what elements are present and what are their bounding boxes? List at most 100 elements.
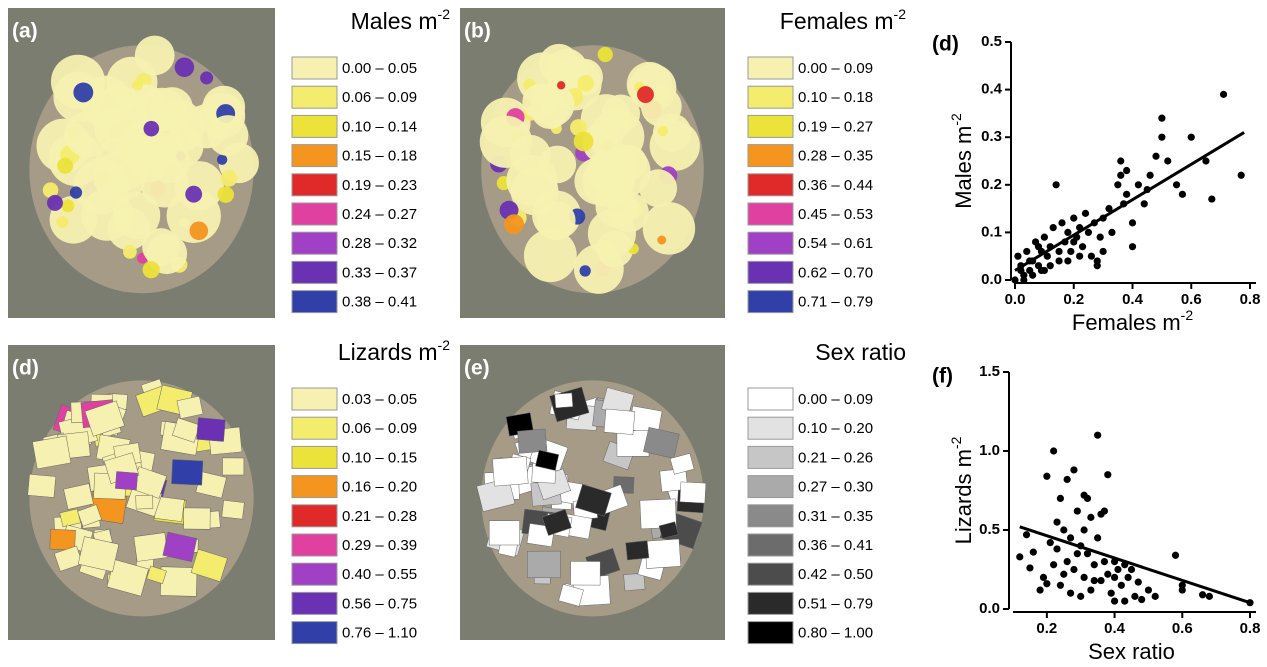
legend-swatch bbox=[748, 174, 793, 196]
data-point bbox=[1026, 564, 1033, 571]
data-point bbox=[1199, 591, 1206, 598]
legend-swatch bbox=[292, 476, 337, 498]
data-point bbox=[1129, 243, 1136, 250]
density-polygon bbox=[184, 508, 211, 529]
data-point bbox=[1123, 191, 1130, 198]
density-blob bbox=[602, 94, 640, 132]
legend-swatch bbox=[292, 203, 337, 225]
x-axis-title: Females m-2 bbox=[1072, 307, 1193, 335]
legend-swatch bbox=[748, 622, 793, 644]
legend-title: Sex ratio bbox=[815, 339, 906, 365]
data-point bbox=[1064, 558, 1071, 565]
legend-label: 0.56 – 0.75 bbox=[342, 595, 417, 612]
y-tick-label: 0.3 bbox=[981, 128, 1002, 145]
legend-title-sup: -2 bbox=[894, 6, 907, 22]
data-point bbox=[1141, 200, 1148, 207]
density-blob bbox=[597, 145, 650, 198]
data-point bbox=[1220, 91, 1227, 98]
legend-label: 0.21 – 0.26 bbox=[798, 449, 873, 466]
legend-swatch bbox=[292, 388, 337, 410]
data-point bbox=[1076, 253, 1083, 260]
density-polygon bbox=[134, 533, 168, 562]
data-point bbox=[1173, 181, 1180, 188]
density-polygon bbox=[222, 458, 243, 475]
density-blob bbox=[200, 71, 213, 84]
data-point bbox=[1094, 257, 1101, 264]
legend-swatch bbox=[748, 232, 793, 254]
legend-swatch bbox=[748, 446, 793, 468]
y-tick-label: 0.1 bbox=[981, 223, 1002, 240]
density-polygon bbox=[626, 541, 649, 560]
y-tick-label: 1.0 bbox=[979, 442, 1000, 459]
data-point bbox=[1117, 172, 1124, 179]
legend-label: 0.27 – 0.30 bbox=[798, 479, 873, 496]
density-blob bbox=[57, 158, 73, 174]
data-point bbox=[1108, 229, 1115, 236]
y-axis-title-sup: -2 bbox=[948, 113, 964, 126]
legend-label: 0.00 – 0.05 bbox=[342, 60, 417, 77]
legend-swatch bbox=[292, 261, 337, 283]
legend-title-sup: -2 bbox=[438, 6, 451, 22]
x-axis-title-main: Females m bbox=[1072, 310, 1181, 335]
panel-label: (d) bbox=[932, 33, 959, 56]
data-point bbox=[1085, 229, 1092, 236]
y-tick-label: 0.0 bbox=[981, 271, 1002, 288]
density-polygon bbox=[50, 529, 76, 550]
legend-label: 0.06 – 0.09 bbox=[342, 89, 417, 106]
density-polygon bbox=[492, 457, 528, 487]
legend-swatch bbox=[748, 592, 793, 614]
legend-label: 0.10 – 0.18 bbox=[798, 89, 873, 106]
density-blob bbox=[73, 82, 93, 102]
data-point bbox=[1060, 526, 1067, 533]
data-point bbox=[1097, 234, 1104, 241]
x-tick-label: 0.8 bbox=[1240, 620, 1261, 637]
data-point bbox=[1158, 134, 1165, 141]
density-polygon bbox=[527, 551, 560, 578]
legend-label: 0.10 – 0.15 bbox=[342, 449, 417, 466]
data-point bbox=[1070, 215, 1077, 222]
density-blob bbox=[557, 81, 565, 89]
data-point bbox=[1179, 191, 1186, 198]
legend-swatch bbox=[292, 592, 337, 614]
data-point bbox=[1147, 172, 1154, 179]
legend-label: 0.03 – 0.05 bbox=[342, 391, 417, 408]
data-point bbox=[1067, 248, 1074, 255]
density-blob bbox=[132, 80, 143, 91]
data-point bbox=[1053, 545, 1060, 552]
data-point bbox=[1135, 579, 1142, 586]
data-point bbox=[1111, 598, 1118, 605]
data-point bbox=[1035, 243, 1042, 250]
density-polygon bbox=[171, 460, 202, 486]
legend-swatch bbox=[748, 388, 793, 410]
y-tick-label: 0.2 bbox=[981, 176, 1002, 193]
legend-swatch bbox=[292, 57, 337, 79]
data-point bbox=[1104, 571, 1111, 578]
y-tick-label: 0.4 bbox=[981, 81, 1003, 98]
density-blob bbox=[536, 201, 575, 240]
data-point bbox=[1040, 574, 1047, 581]
data-point bbox=[1238, 172, 1245, 179]
legend-title-main: Sex ratio bbox=[815, 339, 906, 365]
legend-swatch bbox=[748, 291, 793, 313]
legend-label: 0.24 – 0.27 bbox=[342, 206, 417, 223]
data-point bbox=[1057, 495, 1064, 502]
data-point bbox=[1077, 593, 1084, 600]
legend-swatch bbox=[292, 145, 337, 167]
density-blob bbox=[657, 236, 666, 245]
data-point bbox=[1029, 272, 1036, 279]
density-blob bbox=[221, 170, 238, 187]
data-point bbox=[1145, 586, 1152, 593]
legend-swatch bbox=[748, 57, 793, 79]
x-tick-label: 0.2 bbox=[1063, 291, 1084, 308]
y-axis-title-main: Lizards m bbox=[951, 449, 976, 544]
data-point bbox=[1158, 115, 1165, 122]
density-polygon bbox=[197, 418, 226, 442]
y-tick-label: 0.5 bbox=[981, 33, 1002, 50]
x-tick-label: 0.4 bbox=[1104, 620, 1126, 637]
data-point bbox=[1164, 157, 1171, 164]
data-point bbox=[1016, 553, 1023, 560]
legend-label: 0.76 – 1.10 bbox=[342, 625, 417, 642]
data-point bbox=[1067, 590, 1074, 597]
x-tick-label: 0.6 bbox=[1172, 620, 1193, 637]
density-blob bbox=[190, 221, 209, 240]
